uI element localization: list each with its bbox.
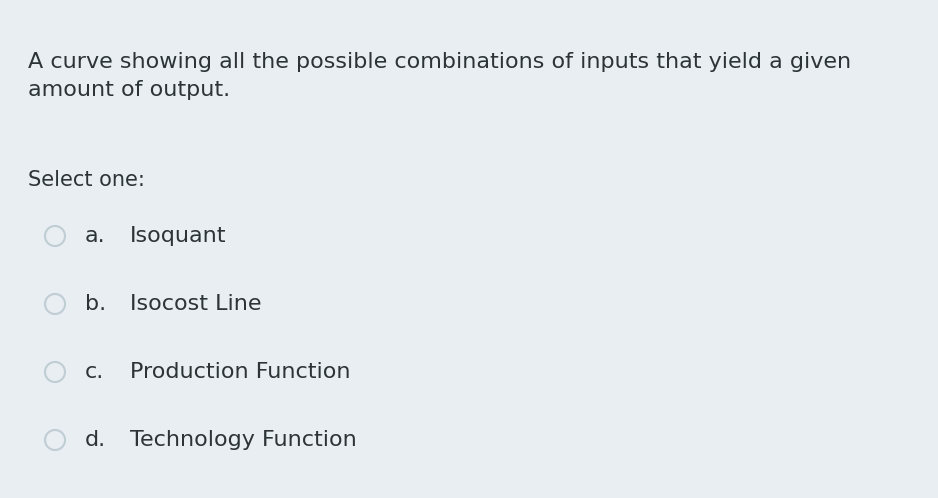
Text: d.: d. — [85, 430, 106, 450]
Text: b.: b. — [85, 294, 106, 314]
Circle shape — [45, 226, 65, 246]
Text: Production Function: Production Function — [130, 362, 351, 382]
Text: Isocost Line: Isocost Line — [130, 294, 262, 314]
Text: Technology Function: Technology Function — [130, 430, 356, 450]
Text: c.: c. — [85, 362, 104, 382]
Text: A curve showing all the possible combinations of inputs that yield a given: A curve showing all the possible combina… — [28, 52, 851, 72]
Text: Isoquant: Isoquant — [130, 226, 226, 246]
Text: a.: a. — [85, 226, 106, 246]
Circle shape — [45, 362, 65, 382]
Circle shape — [45, 430, 65, 450]
Text: Select one:: Select one: — [28, 170, 144, 190]
Text: amount of output.: amount of output. — [28, 80, 230, 100]
Circle shape — [45, 294, 65, 314]
